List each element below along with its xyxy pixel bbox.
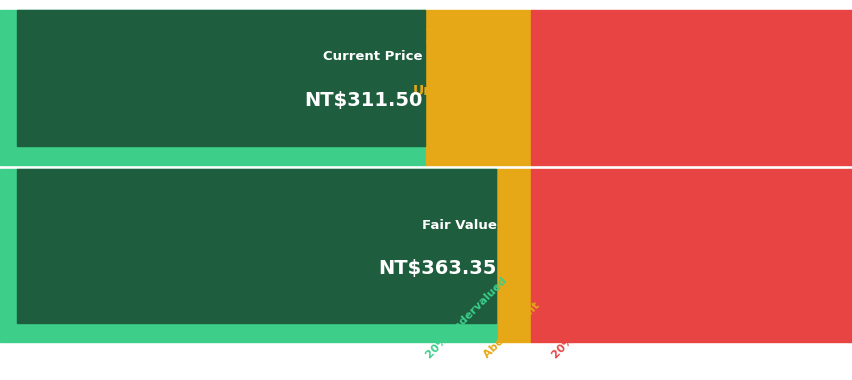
- Bar: [530, 146, 852, 165]
- Text: 20% Undervalued: 20% Undervalued: [423, 276, 508, 361]
- Bar: [0, 169, 498, 323]
- Bar: [426, 146, 530, 165]
- Bar: [530, 10, 852, 146]
- Text: Current Price: Current Price: [322, 51, 422, 63]
- Text: NT$363.35: NT$363.35: [377, 259, 496, 278]
- Bar: [17, 169, 496, 323]
- Bar: [498, 169, 530, 323]
- Bar: [0, 146, 426, 165]
- Bar: [530, 169, 852, 323]
- Text: About Right: About Right: [481, 301, 541, 361]
- Bar: [0, 10, 426, 146]
- Text: 14.3%: 14.3%: [423, 27, 500, 47]
- Text: 20% Overvalued: 20% Overvalued: [550, 282, 629, 361]
- Text: Fair Value: Fair Value: [421, 218, 496, 232]
- Bar: [530, 323, 852, 342]
- Bar: [0, 323, 498, 342]
- Bar: [498, 323, 530, 342]
- Bar: [17, 10, 424, 146]
- Text: NT$311.50: NT$311.50: [303, 91, 422, 110]
- Bar: [426, 10, 530, 146]
- Text: Undervalued: Undervalued: [412, 84, 511, 98]
